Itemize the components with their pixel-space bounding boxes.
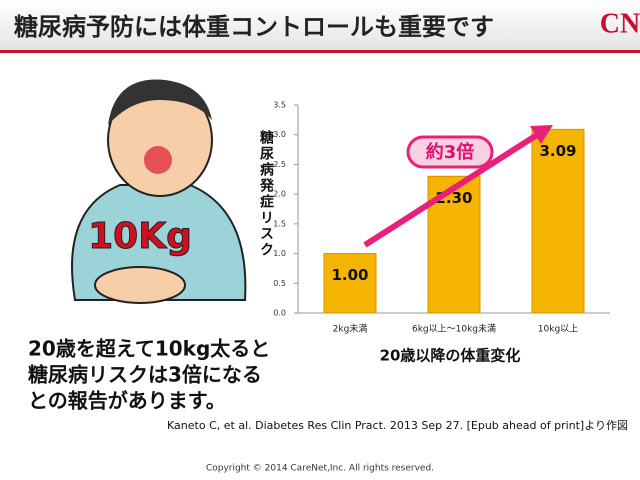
x-tick-label: 2kg未満	[333, 323, 368, 335]
bar	[323, 253, 377, 314]
arrow-head	[530, 125, 553, 144]
x-tick-label: 6kg以上～10kg未満	[412, 323, 496, 335]
x-tick-label: 10kg以上	[538, 324, 578, 335]
illustration-label: 10Kg	[88, 216, 192, 257]
caption-line: 糖尿病リスクは3倍になる	[28, 363, 262, 387]
bar	[427, 175, 481, 314]
y-tick-label: 3.5	[273, 101, 286, 110]
x-axis-label: 20歳以降の体重変化	[380, 347, 521, 365]
copyright: Copyright © 2014 CareNet,Inc. All rights…	[206, 464, 434, 474]
y-tick-label: 3.0	[273, 130, 286, 139]
bar	[531, 128, 585, 314]
title-band	[0, 0, 640, 50]
y-tick-label: 2.5	[273, 160, 286, 169]
annotation: 約3倍	[363, 125, 553, 248]
value-label: 3.09	[539, 142, 576, 160]
y-tick-label: 1.5	[273, 219, 286, 228]
illustration: 10Kg	[71, 79, 247, 304]
annotation-bubble	[406, 135, 494, 169]
trend-arrow	[363, 130, 542, 248]
citation: Kaneto C, et al. Diabetes Res Clin Pract…	[167, 419, 628, 432]
y-tick-label: 2.0	[273, 190, 286, 199]
title-rule	[0, 50, 640, 53]
y-axis-label: 糖尿病発症リスク	[258, 129, 275, 258]
y-tick-label: 0.5	[273, 279, 286, 288]
caption-line: との報告があります。	[28, 389, 226, 413]
caption-line: 20歳を超えて10kg太ると	[28, 337, 270, 361]
logo: CN	[600, 8, 640, 39]
value-label: 1.00	[331, 266, 368, 284]
annotation-text: 約3倍	[426, 141, 475, 163]
slide-title: 糖尿病予防には体重コントロールも重要です	[14, 13, 494, 41]
y-tick-label: 0.0	[273, 309, 286, 318]
y-tick-label: 1.0	[273, 249, 286, 258]
